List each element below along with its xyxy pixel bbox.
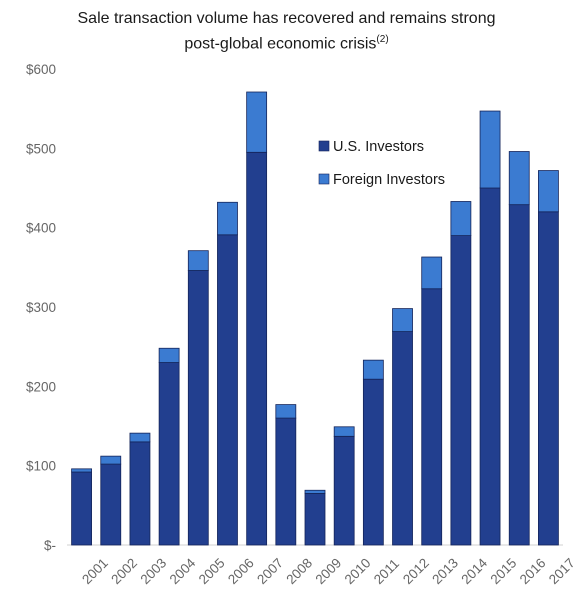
bar-foreign-investors bbox=[71, 468, 92, 473]
bar-foreign-investors bbox=[538, 170, 559, 213]
x-tick-label: 2013 bbox=[429, 555, 461, 587]
bar-us-investors bbox=[392, 331, 413, 546]
legend-swatch-foreign-investors bbox=[318, 173, 330, 185]
bar-foreign-investors bbox=[479, 110, 501, 189]
y-tick-label: $100 bbox=[26, 459, 56, 474]
y-tick-label: $- bbox=[44, 538, 56, 553]
bar-us-investors bbox=[479, 187, 501, 546]
y-tick-label: $200 bbox=[26, 379, 56, 394]
bar-foreign-investors bbox=[333, 426, 355, 437]
bar-us-investors bbox=[275, 417, 297, 546]
bar-us-investors bbox=[304, 493, 326, 546]
bar-foreign-investors bbox=[187, 250, 209, 271]
bar-us-investors bbox=[217, 234, 238, 546]
bar-foreign-investors bbox=[392, 308, 413, 332]
x-tick-label: 2001 bbox=[79, 555, 111, 587]
bar-foreign-investors bbox=[508, 151, 530, 206]
bar-us-investors bbox=[129, 441, 151, 546]
x-tick-label: 2003 bbox=[137, 555, 169, 587]
y-tick-label: $400 bbox=[26, 221, 56, 236]
bar-us-investors bbox=[100, 463, 122, 546]
bar-foreign-investors bbox=[129, 432, 151, 443]
x-tick-label: 2008 bbox=[283, 555, 315, 587]
x-tick-label: 2017 bbox=[546, 555, 573, 587]
x-tick-label: 2011 bbox=[371, 556, 402, 587]
legend-label-us-investors: U.S. Investors bbox=[333, 139, 424, 155]
x-tick-label: 2015 bbox=[488, 555, 520, 587]
x-tick-label: 2014 bbox=[458, 555, 490, 587]
bar-us-investors bbox=[187, 270, 209, 546]
bar-foreign-investors bbox=[246, 91, 268, 153]
chart-title: Sale transaction volume has recovered an… bbox=[0, 8, 573, 54]
bar-foreign-investors bbox=[100, 455, 122, 465]
bar-us-investors bbox=[362, 378, 384, 546]
y-tick-label: $500 bbox=[26, 141, 56, 156]
bar-us-investors bbox=[508, 204, 530, 546]
bar-us-investors bbox=[421, 288, 443, 546]
y-tick-label: $600 bbox=[26, 62, 56, 77]
bar-us-investors bbox=[71, 471, 92, 546]
chart-title-line-2-text: post-global economic crisis bbox=[184, 35, 377, 53]
x-tick-label: 2002 bbox=[108, 555, 140, 587]
y-axis: $- $100 $200 $300 $400 $500 $600 bbox=[26, 62, 56, 553]
chart-title-line-1: Sale transaction volume has recovered an… bbox=[77, 10, 496, 27]
legend-label-foreign-investors: Foreign Investors bbox=[333, 172, 445, 188]
bar-us-investors bbox=[246, 151, 268, 546]
y-tick-label: $300 bbox=[26, 300, 56, 315]
chart-title-line-2: post-global economic crisis(2) bbox=[0, 29, 573, 54]
x-tick-label: 2010 bbox=[342, 555, 374, 587]
bar-foreign-investors bbox=[362, 359, 384, 380]
bar-us-investors bbox=[450, 235, 472, 546]
x-tick-label: 2006 bbox=[225, 555, 257, 587]
bar-foreign-investors bbox=[158, 347, 180, 363]
chart-title-footnote: (2) bbox=[376, 34, 389, 45]
bars bbox=[71, 91, 559, 546]
bar-foreign-investors bbox=[421, 256, 443, 290]
bar-foreign-investors bbox=[450, 201, 472, 236]
x-axis: 2001200220032004200520062007200820092010… bbox=[67, 544, 573, 587]
legend: U.S. Investors Foreign Investors bbox=[318, 139, 445, 188]
bar-us-investors bbox=[333, 435, 355, 546]
legend-swatch-us-investors bbox=[318, 140, 330, 152]
x-tick-label: 2005 bbox=[196, 555, 228, 587]
bar-foreign-investors bbox=[275, 404, 297, 419]
bar-foreign-investors bbox=[304, 489, 326, 494]
bar-foreign-investors bbox=[217, 201, 238, 236]
bar-us-investors bbox=[158, 362, 180, 546]
x-tick-label: 2016 bbox=[517, 555, 549, 587]
x-tick-label: 2007 bbox=[254, 555, 286, 587]
x-tick-label: 2004 bbox=[167, 555, 199, 587]
bar-us-investors bbox=[538, 211, 559, 546]
x-tick-label: 2012 bbox=[400, 555, 432, 587]
x-tick-label: 2009 bbox=[313, 555, 345, 587]
